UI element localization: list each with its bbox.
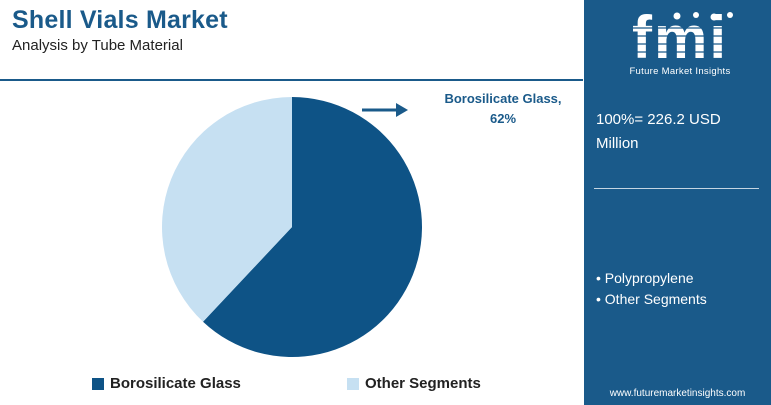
website-link[interactable]: www.futuremarketinsights.com (609, 388, 746, 399)
pie-slice-other-segments (162, 97, 292, 322)
pie-slices (162, 97, 422, 358)
legend-item-other: Other Segments (347, 375, 481, 392)
info-panel: fmi Future Market Insights 100%= 226.2 U… (584, 0, 771, 405)
panel-divider (594, 188, 759, 189)
pie-slice-borosilicate-glass (203, 97, 422, 358)
market-total: 100%= 226.2 USD Million (596, 111, 721, 152)
segment-list: • Polypropylene • Other Segments (596, 268, 766, 310)
logo-tagline: Future Market Insights (629, 66, 731, 77)
chart-legend: Borosilicate Glass Other Segments (0, 375, 583, 397)
segment-item-polypropylene: • Polypropylene (596, 270, 694, 286)
callout-value: 62% (489, 111, 517, 126)
chart-subtitle: Analysis by Tube Material (12, 37, 183, 54)
callout-label: Borosilicate Glass, (444, 91, 562, 106)
segment-item-other: • Other Segments (596, 291, 707, 307)
fmi-logo: fmi Future Market Insights (610, 4, 750, 80)
pie-chart (162, 97, 422, 358)
legend-label-borosilicate: Borosilicate Glass (110, 375, 241, 392)
slice-callout: Borosilicate Glass, 62% (418, 89, 588, 129)
callout-arrow-icon (362, 103, 408, 117)
legend-label-other: Other Segments (365, 375, 481, 392)
fmi-logo-icon: fmi (616, 4, 744, 71)
title-divider (0, 79, 583, 81)
legend-swatch-borosilicate (92, 377, 104, 390)
legend-item-borosilicate: Borosilicate Glass (92, 375, 241, 392)
legend-swatch-other (347, 377, 359, 390)
chart-title: Shell Vials Market (12, 6, 228, 34)
